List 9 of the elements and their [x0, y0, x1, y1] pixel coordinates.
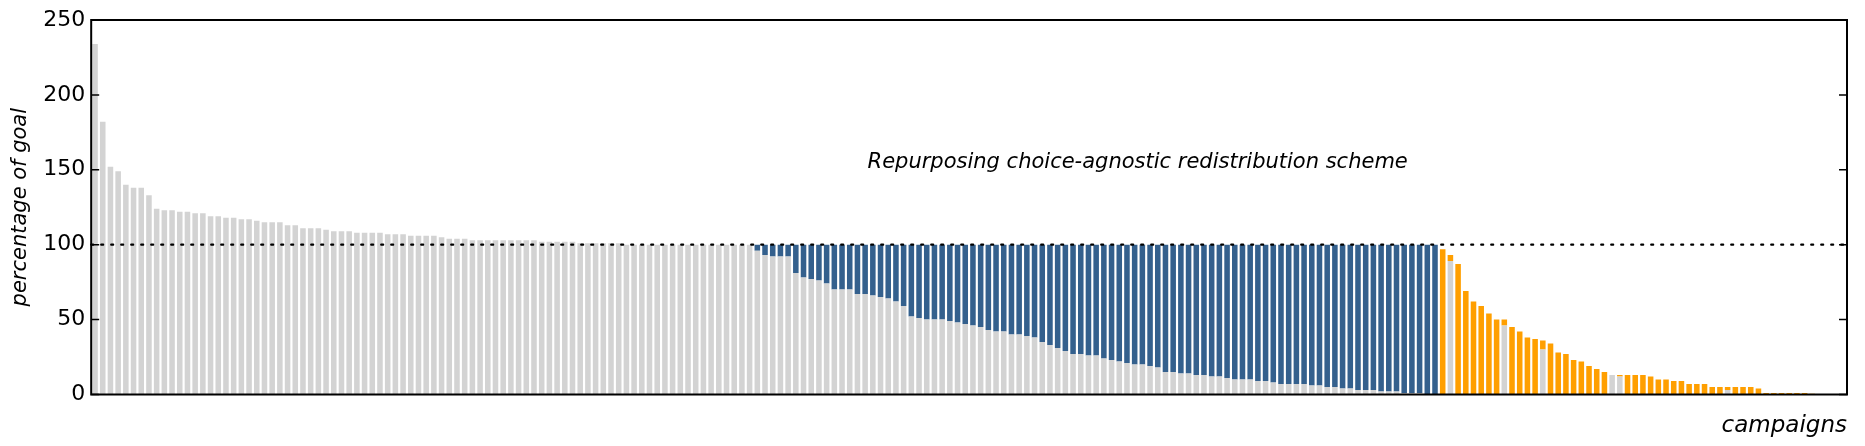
y-tick-label: 100 — [43, 230, 86, 256]
annotation: Repurposing choice-agnostic redistribution scheme — [867, 148, 1408, 173]
x-axis-title: campaigns — [1721, 411, 1848, 438]
y-tick-label: 150 — [43, 155, 86, 181]
y-tick-label: 50 — [57, 305, 86, 331]
y-tick-label: 0 — [71, 380, 86, 406]
y-tick-label: 200 — [43, 80, 86, 106]
y-tick-label: 250 — [43, 5, 86, 31]
y-axis-title: percentage of goal — [7, 107, 32, 308]
